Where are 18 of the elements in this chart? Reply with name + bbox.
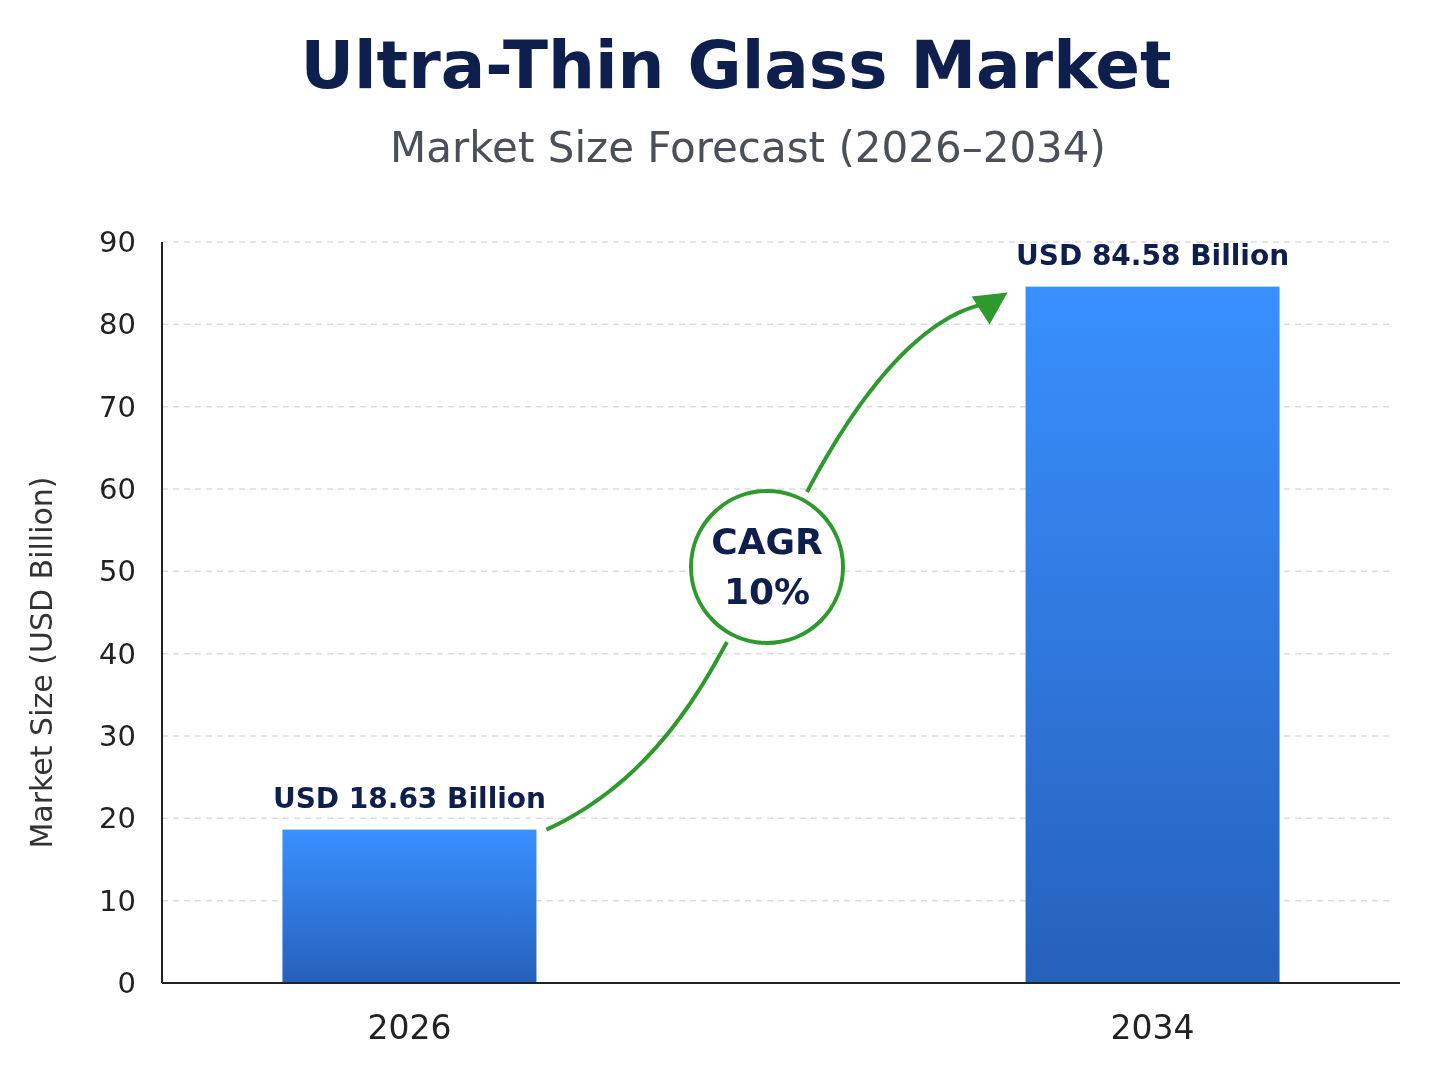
data-label: USD 84.58 Billion <box>1015 238 1290 272</box>
x-tick-label: 2026 <box>367 1008 452 1047</box>
y-tick-label: 70 <box>99 389 136 424</box>
y-tick-label: 0 <box>117 966 136 1000</box>
y-axis-title: Market Size (USD Billion) <box>24 476 59 849</box>
y-tick-label: 20 <box>99 801 136 836</box>
y-tick-label: 50 <box>99 554 136 589</box>
y-tick-label: 90 <box>99 225 136 259</box>
data-label: USD 18.63 Billion <box>272 781 547 815</box>
y-tick-label: 40 <box>99 636 136 671</box>
x-tick-label: 2034 <box>1110 1008 1195 1047</box>
y-tick-label: 60 <box>99 472 136 506</box>
chart-title: Ultra-Thin Glass Market <box>300 27 1172 104</box>
chart-subtitle: Market Size Forecast (2026–2034) <box>390 123 1106 172</box>
annotation: CAGR 10% <box>711 521 823 612</box>
y-tick-label: 30 <box>99 719 136 753</box>
y-tick-label: 80 <box>99 307 136 342</box>
y-tick-label: 10 <box>99 883 136 918</box>
